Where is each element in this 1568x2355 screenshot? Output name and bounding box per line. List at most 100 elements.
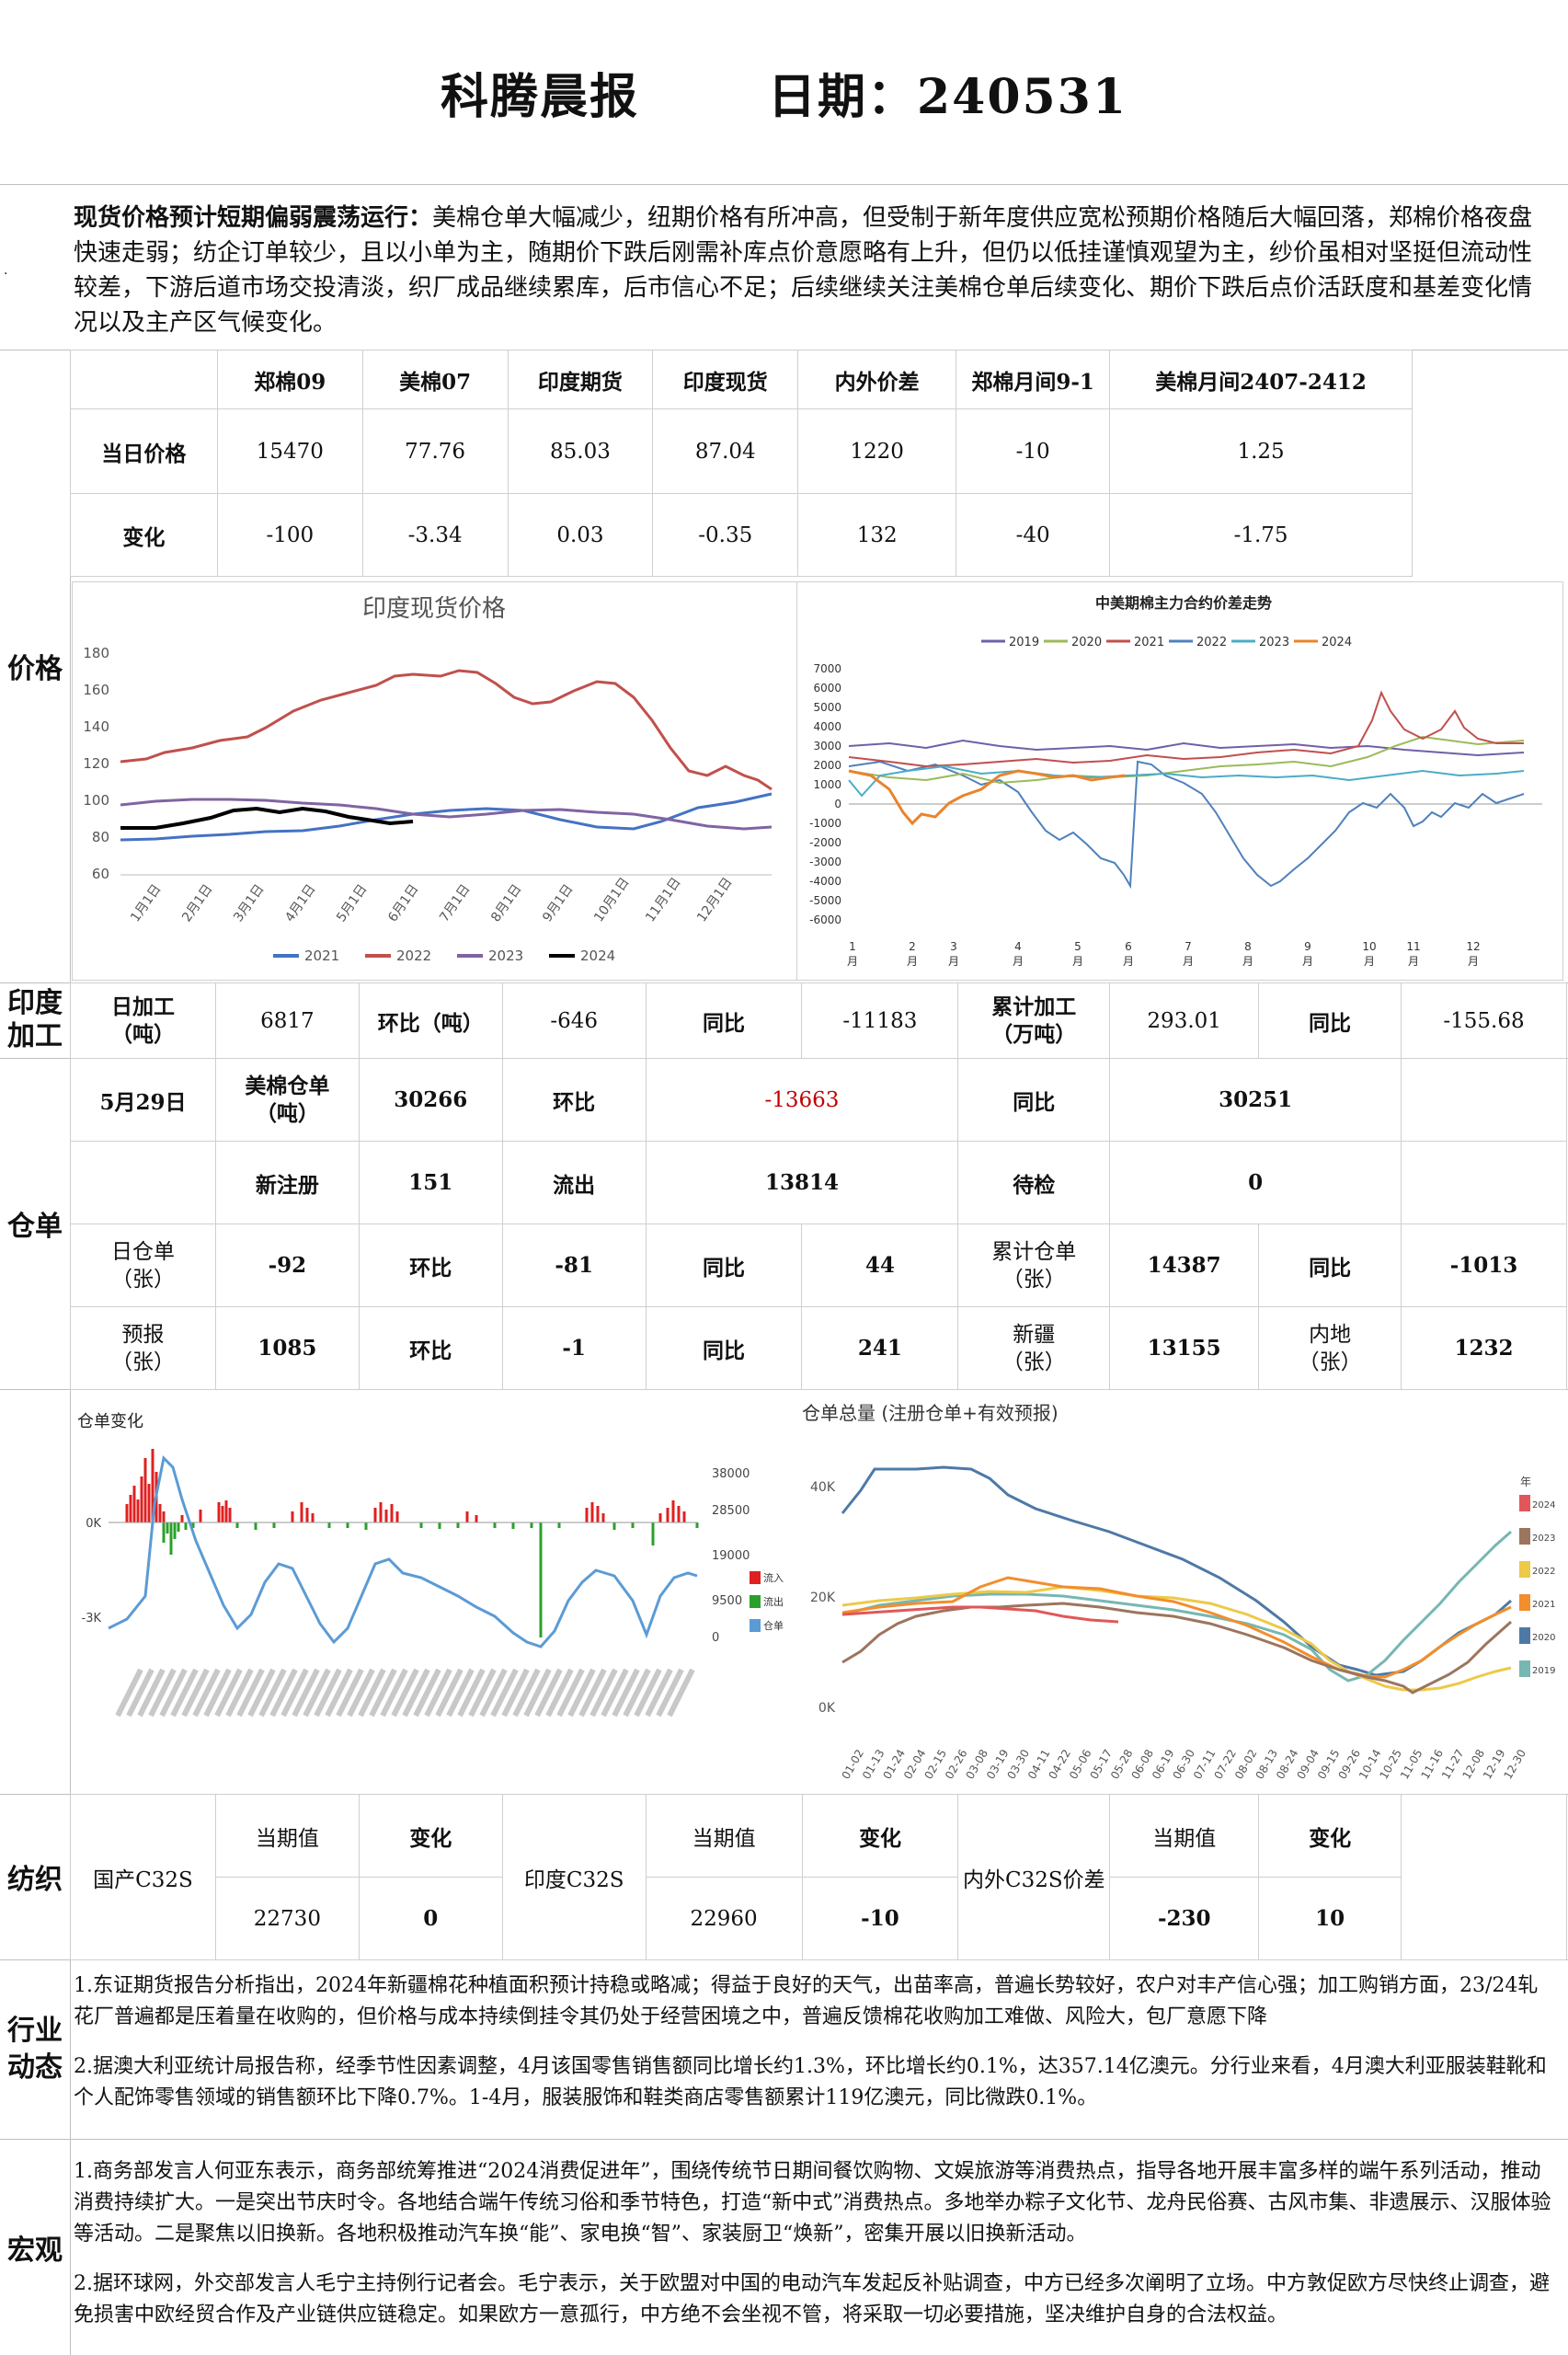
section-label-textile: 纺织 [7,1864,63,1896]
chart-title: 中美期棉主力合约价差走势 [1095,594,1272,612]
us-mom-label: 环比 [501,1058,647,1142]
spread-chart-svg: 中美期棉主力合约价差走势 2019 2020 2021 2022 2023 20… [809,594,1542,968]
price-header: 郑棉月间9-1 [956,350,1111,409]
india-c32s-value: 22960 [645,1877,803,1960]
report-title: 科腾晨报 [440,68,639,125]
series-2021-line [120,792,773,842]
mom-label: 环比（吨） [358,982,503,1059]
pending-label: 待检 [957,1141,1111,1224]
x-tick: 8月1日 [488,882,524,925]
industry-news-item: 2.据澳大利亚统计局报告称，经季节性因素调整，4月该国零售销售额同比增长约1.3… [74,2055,1547,2109]
x-tick: 10月1日 [591,875,633,925]
daily-processing-label: 日加工 （吨） [70,982,216,1059]
report-header: 科腾晨报 日期：240531 [0,0,1568,185]
forecast-value: 1085 [214,1306,360,1390]
price-header: 美棉月间2407-2412 [1109,350,1413,409]
section-label-india-processing: 印度 加工 [7,987,63,1052]
legend-swatch-2022 [1519,1561,1530,1578]
forecast-mom-value: -1 [501,1306,647,1390]
change-label: 变化 [358,1794,503,1878]
y-tick: 2000 [813,759,841,772]
legend-swatch-2024 [1519,1495,1530,1511]
legend-label: 2019 [1009,636,1039,649]
y-tick: 40K [810,1480,836,1495]
yoy-label: 同比 [645,982,803,1059]
y-tick: -2000 [809,836,841,849]
legend-title: 年 [1520,1476,1531,1488]
summary-body: 美棉仓单大幅减少，纽期价格有所冲高，但受制于新年度供应宽松预期价格随后大幅回落，… [74,204,1533,337]
legend-label: 2021 [1134,636,1164,649]
daily-warrant-value: -92 [214,1223,360,1307]
india-c32s-change: -10 [801,1877,959,1960]
domestic-c32s-label: 国产C32S [70,1794,216,1960]
india-spot-chart: 印度现货价格 180 160 140 120 100 80 60 1月1日 2月… [72,581,797,981]
y-tick: 0 [834,798,841,810]
yoy-value: -11183 [801,982,959,1059]
daily-yoy-label: 同比 [645,1223,803,1307]
outflow-value: 13814 [645,1141,959,1224]
legend-label: 2023 [488,948,523,964]
section-label-price: 价格 [7,653,63,685]
date-tick-glyphs [115,1668,695,1717]
y-tick: 0K [86,1517,101,1531]
x-tick: 4月1日 [282,882,318,925]
change-cell: -1.75 [1109,493,1413,577]
y-tick: 1000 [813,778,841,791]
y-tick: 80 [92,829,109,845]
series-2023-line [848,764,1525,798]
us-yoy-value: 30251 [1109,1058,1402,1142]
y-tick: 7000 [813,662,841,675]
change-cell: 132 [797,493,957,577]
pending-value: 0 [1109,1141,1402,1224]
current-value-label: 当期值 [214,1794,360,1878]
spread-chart: 中美期棉主力合约价差走势 2019 2020 2021 2022 2023 20… [796,581,1563,981]
forecast-mom-label: 环比 [358,1306,503,1390]
price-cell: 87.04 [652,408,799,494]
empty-cell [1401,1141,1567,1224]
y-tick: 3000 [813,740,841,752]
series-2024-line [841,1605,1119,1624]
empty-cell [70,1141,216,1224]
industry-news: 1.东证期货报告分析指出，2024年新疆棉花种植面积预计持稳或略减；得益于良好的… [74,1970,1554,2114]
divider [0,2139,1568,2140]
price-header: 内外价差 [797,350,957,409]
x-tick: 11月1日 [643,875,684,925]
price-cell: 85.03 [507,408,654,494]
warrant-change-chart: 仓单变化 0K -3K 38000 28500 19000 9500 0 流入 … [72,1394,794,1791]
price-cell: 77.76 [361,408,509,494]
series-2024-line [120,806,414,830]
legend-label: 2019 [1532,1666,1555,1676]
chart-title: 印度现货价格 [362,595,506,623]
us-yoy-label: 同比 [957,1058,1111,1142]
y-tick: 60 [92,866,109,882]
y-tick: -3K [82,1612,102,1626]
india-processing-table: 日加工 （吨） 6817 环比（吨） -646 同比 -11183 累计加工 （… [70,982,1568,1059]
india-c32s-label: 印度C32S [501,1794,647,1960]
row-label-change: 变化 [70,493,218,577]
price-cell: 15470 [216,408,363,494]
legend-label: 2023 [1259,636,1289,649]
price-header: 郑棉09 [216,350,363,409]
spread-c32s-change: 10 [1258,1877,1402,1960]
spread-c32s-value: -230 [1109,1877,1260,1960]
change-cell: -3.34 [361,493,509,577]
legend-label: 2020 [1071,636,1102,649]
series-2024-line [848,769,1126,826]
y-tick: 20K [810,1591,836,1605]
inland-label: 内地 （张） [1258,1306,1402,1390]
mom-value: -646 [501,982,647,1059]
x-ticks: 01-0201-1301-2402-0402-1502-2603-0803-19… [839,1747,1528,1781]
section-label-warrant: 仓单 [7,1211,63,1243]
daily-mom-label: 环比 [358,1223,503,1307]
industry-news-item: 1.东证期货报告分析指出，2024年新疆棉花种植面积预计持稳或略减；得益于良好的… [74,1974,1539,2028]
series-2023-line [841,1602,1512,1694]
date-tick-marks [115,1668,695,1717]
forecast-yoy-label: 同比 [645,1306,803,1390]
series-2022-line [120,669,773,791]
price-header-blank [70,350,218,409]
